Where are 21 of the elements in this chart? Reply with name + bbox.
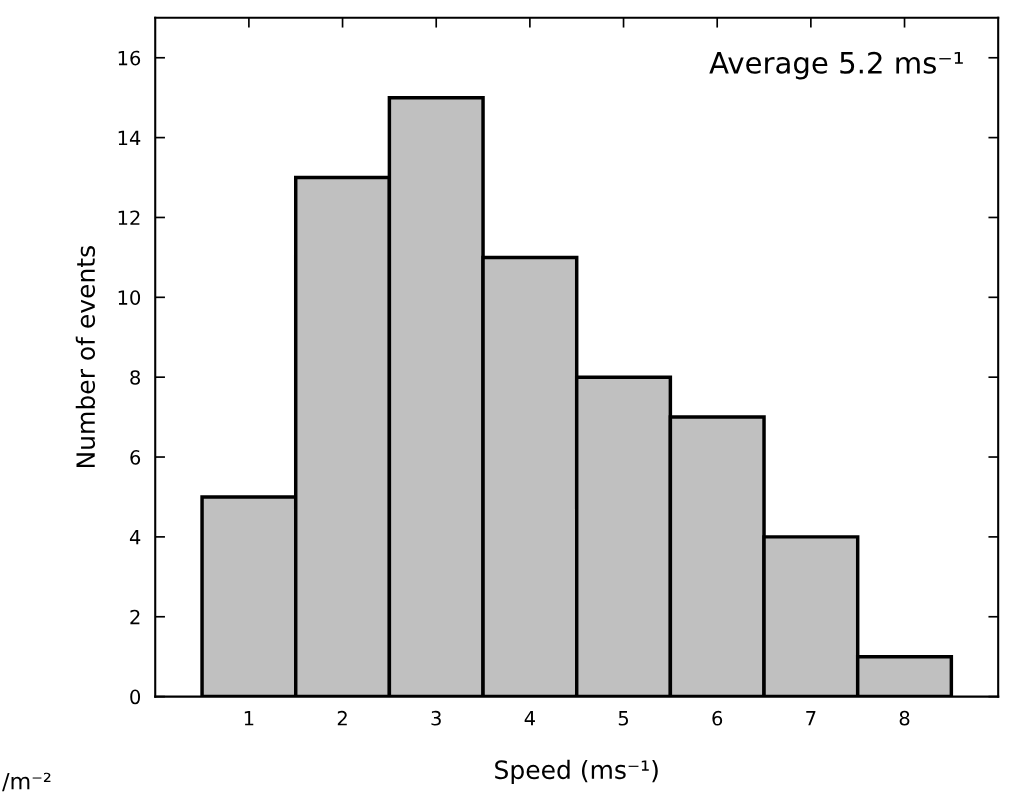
x-tick-label: 3: [431, 710, 441, 726]
y-tick-label: 2: [130, 609, 140, 625]
y-axis-title: Number of events: [75, 246, 96, 468]
y-tick-label: 14: [118, 130, 141, 145]
y-tick-label: 16: [118, 50, 141, 66]
text: /m⁻²: [2, 772, 51, 792]
y-tick-label: 4: [129, 530, 141, 545]
x-axis-title: Speed (ms⁻¹): [495, 759, 658, 785]
x-tick-label: 1: [244, 711, 254, 726]
y-tick-label: 6: [130, 449, 141, 465]
y-tick-label: 10: [118, 290, 141, 305]
x-tick-label: 4: [524, 711, 535, 726]
x-tick-label: 2: [337, 710, 347, 726]
x-tick-label: 5: [618, 711, 629, 726]
y-tick-label: 8: [130, 370, 141, 385]
x-tick-label: 6: [712, 710, 723, 726]
x-tick-label: 7: [806, 711, 816, 726]
y-tick-label: 0: [130, 689, 141, 705]
x-tick-label: 8: [899, 710, 910, 726]
annotation: Average 5.2 ms⁻¹: [709, 51, 963, 80]
y-tick-label: 12: [118, 210, 140, 225]
